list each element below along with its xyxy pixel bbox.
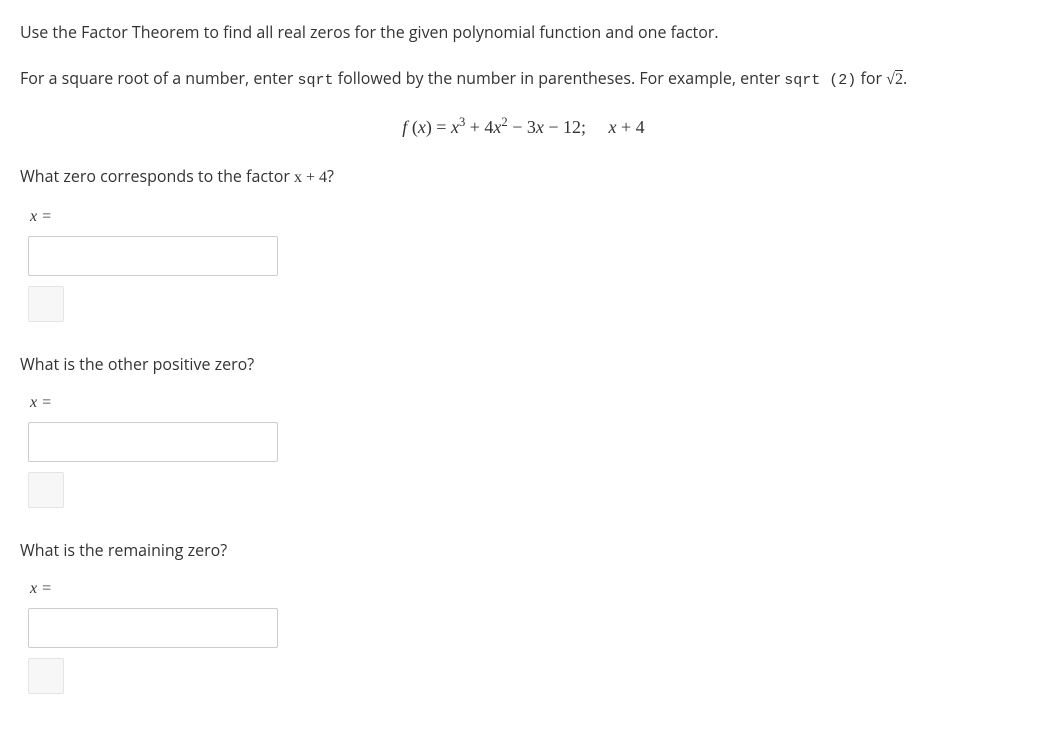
intro-line-1-text: Use the Factor Theorem to find all real … — [20, 21, 719, 43]
x-equals-label-1: x = — [30, 208, 1027, 226]
formula-spacer — [586, 117, 609, 137]
question-2-text: What is the other positive zero? — [20, 352, 1027, 376]
sqrt-example: sqrt (2) — [784, 72, 856, 89]
answer-input-1[interactable] — [28, 236, 278, 276]
answer-input-2[interactable] — [28, 422, 278, 462]
formula-minus3x: − 3 — [508, 117, 536, 137]
intro-line-1: Use the Factor Theorem to find all real … — [20, 20, 1027, 44]
intro-line-2-suffix: for — [856, 67, 886, 89]
x-equals-label-2: x = — [30, 394, 1027, 412]
intro-line-2-end: . — [903, 67, 907, 89]
question-1-factor-rest: + 4 — [302, 169, 327, 186]
intro-line-2-mid: followed by the number in parentheses. F… — [334, 67, 785, 89]
formula-x3: x — [536, 117, 544, 137]
intro-line-2: For a square root of a number, enter sqr… — [20, 66, 1027, 93]
formula-display: f (x) = x3 + 4x2 − 3x − 12; x + 4 — [20, 115, 1027, 138]
formula-x1: x — [451, 117, 459, 137]
formula-factor-plus4: + 4 — [617, 117, 645, 137]
formula-plus4: + 4 — [465, 117, 493, 137]
x-equals-label-3: x = — [30, 580, 1027, 598]
answer-input-3[interactable] — [28, 608, 278, 648]
feedback-box-1[interactable] — [28, 286, 64, 322]
formula-close-eq: ) = — [426, 117, 451, 137]
sqrt-radicand: 2 — [895, 71, 903, 88]
question-1-factor-x: x — [294, 169, 302, 186]
formula-minus12: − 12; — [544, 117, 586, 137]
formula-open: ( — [407, 117, 418, 137]
question-1-prefix: What zero corresponds to the factor — [20, 165, 294, 187]
formula-factor-x: x — [609, 117, 617, 137]
intro-line-2-prefix: For a square root of a number, enter — [20, 67, 298, 89]
feedback-box-2[interactable] — [28, 472, 64, 508]
sqrt-word: sqrt — [298, 72, 334, 89]
question-1-text: What zero corresponds to the factor x + … — [20, 164, 1027, 190]
feedback-box-3[interactable] — [28, 658, 64, 694]
question-3-text: What is the remaining zero? — [20, 538, 1027, 562]
sqrt-radical: √ — [886, 71, 895, 88]
question-1-suffix: ? — [327, 165, 334, 187]
formula-x-arg: x — [418, 117, 426, 137]
